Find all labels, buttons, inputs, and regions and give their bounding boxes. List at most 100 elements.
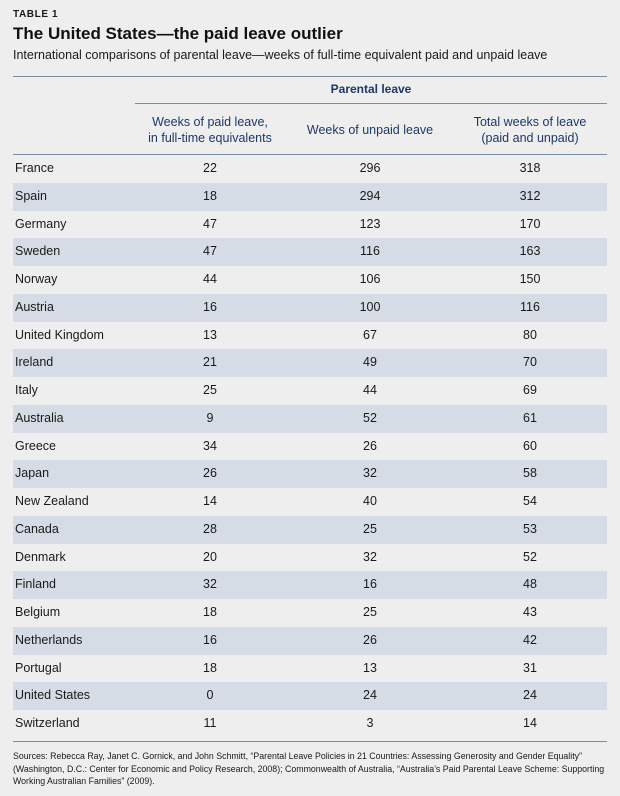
paid-weeks-cell: 26	[203, 466, 217, 481]
table-row: New Zealand 14 40 54	[13, 488, 607, 516]
paid-weeks-cell: 18	[203, 188, 217, 203]
total-weeks-cell: 31	[523, 660, 537, 675]
table-row: France 22 296 318	[13, 155, 607, 183]
country-cell: Austria	[15, 299, 54, 314]
total-weeks-cell: 42	[523, 632, 537, 647]
table-row: Netherlands 16 26 42	[13, 626, 607, 655]
group-underline	[135, 103, 607, 104]
column-header-unpaid: Weeks of unpaid leave	[306, 123, 434, 137]
table-row: Finland 32 16 48	[13, 571, 607, 599]
unpaid-weeks-cell: 40	[363, 494, 377, 508]
table-row: Canada 28 25 53	[13, 515, 607, 544]
table-row: United States 0 24 24	[13, 682, 607, 710]
total-weeks-cell: 150	[519, 272, 541, 286]
paid-weeks-cell: 22	[203, 161, 217, 175]
unpaid-weeks-cell: 123	[359, 216, 381, 231]
country-cell: Germany	[15, 216, 67, 231]
table-body: France 22 296 318 Spain 18 294 312 Germany 47 123 1…	[13, 155, 607, 738]
header-rule	[13, 154, 607, 155]
paid-weeks-cell: 18	[203, 660, 217, 675]
unpaid-weeks-cell: 100	[359, 299, 381, 314]
country-cell: Italy	[15, 383, 38, 397]
paid-weeks-cell: 32	[203, 577, 217, 592]
unpaid-weeks-cell: 52	[363, 410, 377, 425]
unpaid-weeks-cell: 25	[363, 521, 377, 536]
table-label: TABLE 1	[13, 9, 59, 20]
table-row: Italy 25 44 69	[13, 377, 607, 405]
bottom-rule	[13, 741, 607, 742]
table-row: Greece 34 26 60	[13, 433, 607, 461]
country-cell: United Kingdom	[15, 327, 104, 342]
table-row: Portugal 18 13 31	[13, 655, 607, 683]
table-title: The United States—the paid leave outlier	[13, 24, 343, 43]
country-cell: Canada	[15, 521, 59, 536]
paid-weeks-cell: 21	[203, 355, 217, 370]
table-row: United Kingdom 13 67 80	[13, 322, 607, 350]
unpaid-weeks-cell: 26	[363, 438, 377, 453]
total-weeks-cell: 70	[523, 355, 537, 370]
table-row: Ireland 21 49 70	[13, 349, 607, 377]
table-row: Spain 18 294 312	[13, 182, 607, 211]
total-weeks-cell: 318	[519, 161, 541, 175]
total-weeks-cell: 60	[523, 438, 537, 453]
sources-note: Sources: Rebecca Ray, Janet C. Gornick, …	[13, 751, 605, 786]
column-header-paid-line1: Weeks of paid leave,	[152, 115, 268, 129]
country-cell: Portugal	[15, 660, 62, 675]
total-weeks-cell: 48	[523, 577, 537, 592]
table-figure: TABLE 1 The United States—the paid leave…	[13, 8, 607, 786]
unpaid-weeks-cell: 32	[363, 549, 377, 564]
column-header-paid: Weeks of paid leave, in full-time equiva…	[135, 114, 285, 146]
total-weeks-cell: 53	[523, 521, 537, 536]
column-header-total-line2: (paid and unpaid)	[481, 131, 579, 145]
paid-weeks-cell: 11	[203, 716, 217, 730]
total-weeks-cell: 54	[523, 494, 537, 508]
country-cell: Denmark	[15, 549, 66, 564]
unpaid-weeks-cell: 16	[363, 577, 377, 592]
country-cell: France	[15, 161, 54, 175]
table-row: Australia 9 52 61	[13, 404, 607, 433]
paid-weeks-cell: 9	[206, 410, 214, 425]
total-weeks-cell: 58	[523, 466, 537, 481]
table-row: Austria 16 100 116	[13, 293, 607, 322]
paid-weeks-cell: 47	[203, 244, 217, 259]
column-header-total-line1: Total weeks of leave	[473, 115, 587, 129]
top-rule	[13, 76, 607, 77]
total-weeks-cell: 69	[523, 383, 537, 397]
country-cell: Sweden	[15, 244, 61, 259]
paid-weeks-cell: 14	[203, 494, 217, 508]
unpaid-weeks-cell: 49	[363, 355, 377, 370]
country-cell: Netherlands	[15, 632, 83, 647]
total-weeks-cell: 24	[523, 688, 537, 703]
paid-weeks-cell: 20	[203, 549, 217, 564]
unpaid-weeks-cell: 44	[363, 383, 377, 397]
total-weeks-cell: 43	[523, 605, 537, 619]
country-cell: Ireland	[15, 355, 54, 370]
paid-weeks-cell: 47	[203, 216, 217, 231]
total-weeks-cell: 170	[519, 216, 541, 231]
total-weeks-cell: 80	[523, 327, 537, 342]
paid-weeks-cell: 0	[206, 688, 214, 703]
country-cell: Belgium	[15, 605, 61, 619]
unpaid-weeks-cell: 13	[363, 660, 377, 675]
country-cell: United States	[15, 688, 91, 703]
country-cell: Switzerland	[15, 716, 80, 730]
paid-weeks-cell: 18	[203, 605, 217, 619]
unpaid-weeks-cell: 67	[363, 327, 377, 342]
paid-weeks-cell: 25	[203, 383, 217, 397]
country-cell: Greece	[15, 438, 56, 453]
unpaid-weeks-cell: 26	[363, 632, 377, 647]
table-row: Germany 47 123 170	[13, 211, 607, 239]
paid-weeks-cell: 34	[203, 438, 217, 453]
table-row: Sweden 47 116 163	[13, 238, 607, 266]
country-cell: Japan	[15, 466, 50, 481]
unpaid-weeks-cell: 24	[363, 688, 377, 703]
country-cell: Australia	[15, 410, 64, 425]
column-header-paid-line2: in full-time equivalents	[148, 131, 272, 145]
unpaid-weeks-cell: 3	[366, 716, 374, 730]
table-row: Switzerland 11 3 14	[13, 710, 607, 738]
total-weeks-cell: 163	[519, 244, 541, 259]
unpaid-weeks-cell: 116	[360, 244, 380, 259]
paid-weeks-cell: 16	[203, 632, 217, 647]
total-weeks-cell: 312	[519, 188, 541, 203]
unpaid-weeks-cell: 294	[359, 188, 381, 203]
